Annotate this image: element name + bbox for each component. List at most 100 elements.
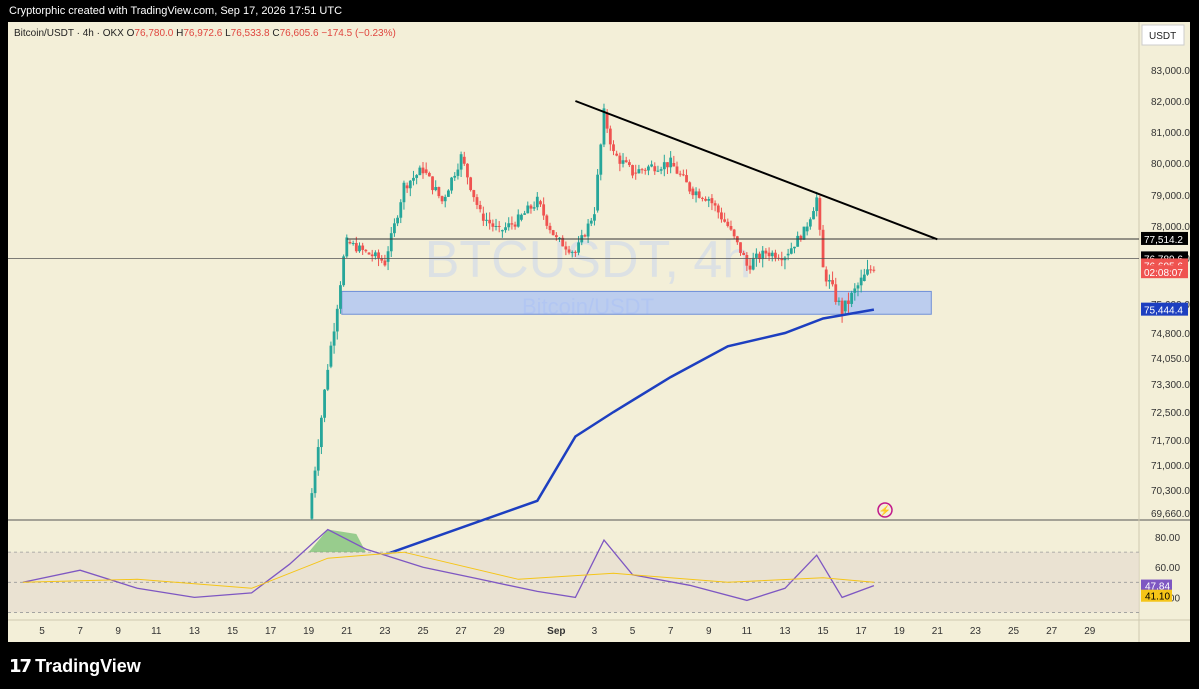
- candle-body: [361, 245, 365, 250]
- tradingview-brand-text: TradingView: [35, 656, 141, 676]
- candle-body: [583, 235, 587, 237]
- candle-body: [434, 187, 438, 191]
- price-tick-label: 73,300.0: [1151, 380, 1190, 391]
- legend-close-label: C: [272, 28, 279, 39]
- candle-body: [691, 188, 695, 196]
- candle-body: [681, 174, 685, 176]
- price-tick-label: 69,660.0: [1151, 509, 1190, 520]
- time-tick-label: 7: [668, 626, 674, 637]
- candle-body: [869, 269, 873, 271]
- candle-body: [821, 229, 825, 268]
- candle-body: [634, 172, 638, 174]
- time-tick-label: 19: [303, 626, 315, 637]
- candle-body: [405, 185, 409, 189]
- currency-box: [1141, 24, 1185, 46]
- price-tick-label: 78,000.0: [1151, 222, 1190, 233]
- candle-body: [335, 308, 339, 332]
- candle-body: [812, 211, 815, 220]
- candle-body: [599, 144, 603, 175]
- time-tick-label: 15: [817, 626, 829, 637]
- price-tick-label: 71,000.0: [1151, 461, 1190, 472]
- candle-body: [631, 165, 634, 176]
- candle-body: [554, 235, 558, 238]
- time-tick-label: 9: [706, 626, 712, 637]
- legend-open-label: O: [127, 28, 135, 39]
- candle-body: [402, 182, 406, 203]
- candle-body: [742, 252, 746, 256]
- candle-body: [481, 213, 485, 221]
- candle-body: [472, 190, 476, 198]
- rsi-axis-badge-text: 41.10: [1145, 592, 1170, 603]
- candle-body: [542, 204, 546, 216]
- candle-body: [675, 166, 679, 174]
- price-axis-badge: [1141, 231, 1188, 245]
- legend-change: −174.5 (−0.23%): [321, 28, 396, 39]
- descending-trendline: [575, 100, 938, 241]
- time-tick-label: 13: [779, 626, 791, 637]
- candle-body: [602, 108, 606, 145]
- price-axis-badge-text: 75,444.4: [1144, 306, 1183, 317]
- candle-body: [443, 196, 447, 202]
- candle-body: [586, 223, 590, 237]
- candle-body: [462, 156, 466, 164]
- candle-body: [545, 215, 549, 226]
- candle-body: [837, 300, 841, 302]
- candle-body: [802, 226, 806, 240]
- legend-open: 76,780.0: [134, 28, 176, 39]
- candle-body: [720, 212, 723, 220]
- candle-body: [567, 249, 571, 253]
- candle-body: [491, 223, 495, 227]
- candle-body: [421, 167, 425, 174]
- candle-body: [793, 246, 796, 249]
- candle-body: [862, 274, 866, 281]
- time-tick-label: 23: [970, 626, 982, 637]
- candle-body: [656, 170, 660, 172]
- chart-credit-text: Cryptorphic created with TradingView.com…: [9, 5, 343, 17]
- candle-body: [866, 269, 869, 275]
- candle-body: [624, 160, 628, 163]
- candle-body: [716, 205, 720, 213]
- candle-body: [608, 128, 612, 145]
- candle-body: [497, 225, 501, 227]
- candle-body: [478, 204, 482, 210]
- candle-body: [739, 242, 742, 253]
- chart-frame[interactable]: BTCUSDT, 4hBitcoin/USDT ⚡ 83,000.082,000…: [8, 22, 1190, 642]
- candle-body: [799, 235, 803, 240]
- candle-body: [380, 258, 384, 261]
- legend-high-label: H: [176, 28, 183, 39]
- legend-low: 76,533.8: [231, 28, 273, 39]
- candle-body: [723, 219, 727, 222]
- candle-body: [393, 223, 396, 234]
- candle-body: [564, 246, 568, 250]
- candle-body: [358, 245, 361, 252]
- price-tick-label: 74,050.0: [1151, 354, 1190, 365]
- candle-body: [367, 252, 371, 255]
- tradingview-logo[interactable]: 𝟭𝟳 TradingView: [9, 656, 141, 677]
- candle-body: [796, 235, 800, 247]
- chart-svg[interactable]: BTCUSDT, 4hBitcoin/USDT ⚡ 83,000.082,000…: [8, 22, 1190, 642]
- candle-body: [466, 163, 469, 178]
- candle-body: [589, 220, 593, 224]
- candle-body: [770, 252, 774, 257]
- candle-body: [786, 253, 790, 256]
- candle-body: [685, 175, 688, 183]
- candle-body: [805, 226, 809, 232]
- candle-body: [332, 331, 336, 346]
- candle-body: [662, 162, 666, 170]
- time-tick-label: 25: [417, 626, 429, 637]
- candle-body: [574, 251, 577, 253]
- candle-body: [485, 219, 488, 221]
- candle-body: [488, 219, 492, 224]
- candle-body: [535, 196, 539, 208]
- price-tick-label: 82,000.0: [1151, 97, 1190, 108]
- legend-symbol: Bitcoin/USDT · 4h · OKX: [14, 28, 127, 39]
- candle-body: [313, 470, 317, 494]
- candle-body: [761, 250, 765, 260]
- candle-body: [370, 254, 374, 257]
- time-tick-label: 11: [742, 626, 753, 637]
- legend-low-label: L: [225, 28, 231, 39]
- candle-body: [427, 172, 431, 177]
- candle-body: [615, 153, 619, 156]
- time-tick-label: 7: [77, 626, 83, 637]
- candle-body: [539, 201, 542, 205]
